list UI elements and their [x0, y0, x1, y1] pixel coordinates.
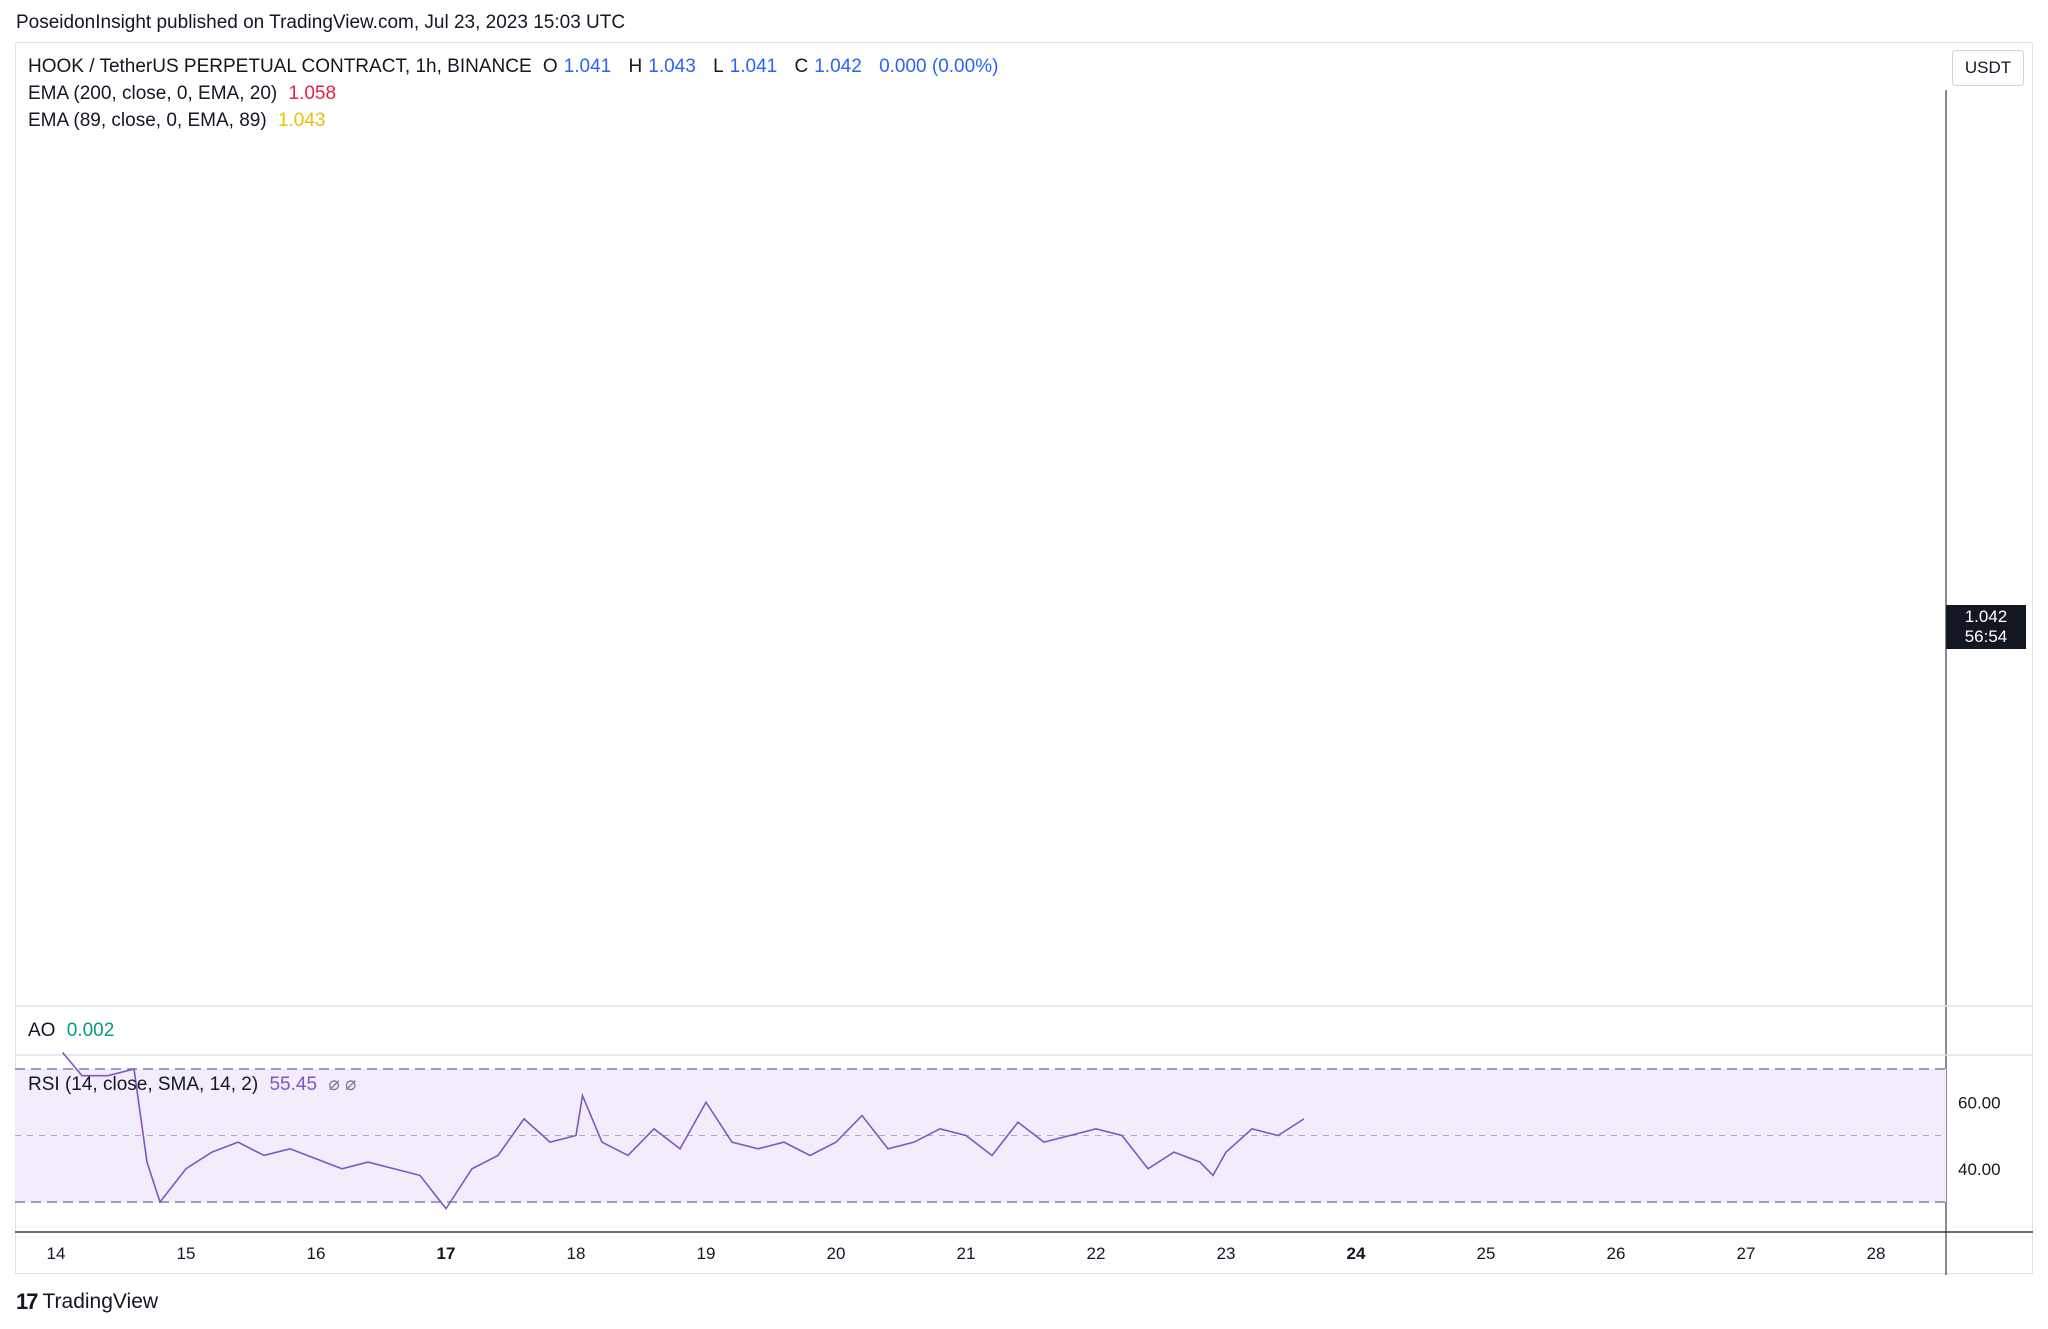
time-tick-label: 17	[437, 1244, 456, 1263]
tradingview-logo-icon: 17	[16, 1289, 39, 1314]
rsi-visibility-icons[interactable]: ⌀ ⌀	[328, 1074, 357, 1095]
time-tick-label: 26	[1607, 1244, 1626, 1263]
legend-ema89-value: 1.043	[277, 110, 326, 131]
legend-ema200-row[interactable]: EMA (200, close, 0, EMA, 20) 1.058	[28, 83, 343, 105]
time-tick-label: 19	[697, 1244, 716, 1263]
footer-brand-name: TradingView	[42, 1290, 159, 1313]
legend-low-label: L	[713, 56, 724, 77]
legend-low: 1.041	[729, 56, 778, 77]
time-tick-label: 28	[1867, 1244, 1886, 1263]
rsi-value: 55.45	[269, 1074, 318, 1095]
rsi-tick-label: 40.00	[1958, 1160, 2001, 1179]
chart-frame	[15, 42, 2033, 1274]
legend-ema89-label: EMA (89, close, 0, EMA, 89)	[28, 110, 267, 131]
time-tick-label: 15	[177, 1244, 196, 1263]
legend-ema200-label: EMA (200, close, 0, EMA, 20)	[28, 83, 278, 104]
rsi-legend[interactable]: RSI (14, close, SMA, 14, 2) 55.45 ⌀ ⌀	[28, 1073, 362, 1096]
legend-close: 1.042	[814, 56, 862, 77]
rsi-line	[61, 1051, 1305, 1211]
legend-ema200-value: 1.058	[288, 83, 337, 104]
time-tick-label: 16	[307, 1244, 326, 1263]
last-price-badge: 1.042 56:54	[1946, 605, 2026, 649]
rsi-label: RSI (14, close, SMA, 14, 2)	[28, 1074, 259, 1095]
ao-value: 0.002	[66, 1020, 115, 1041]
legend-close-label: C	[794, 56, 809, 77]
rsi-band-lines	[15, 1068, 1946, 1203]
time-axis: 14 15 16 17 18 19 20 21 22 23 24 25 26 27 28	[47, 1244, 1886, 1263]
ao-legend[interactable]: AO 0.002	[28, 1020, 121, 1042]
rsi-axis: 60.00 40.00	[1958, 1093, 2001, 1179]
time-tick-label: 25	[1477, 1244, 1496, 1263]
time-tick-label: 14	[47, 1244, 66, 1263]
time-tick-label: 20	[827, 1244, 846, 1263]
legend-symbol: HOOK / TetherUS PERPETUAL CONTRACT, 1h, …	[28, 56, 532, 77]
ao-label: AO	[28, 1020, 56, 1041]
time-tick-label: 27	[1737, 1244, 1756, 1263]
legend-symbol-row: HOOK / TetherUS PERPETUAL CONTRACT, 1h, …	[28, 56, 1005, 78]
footer-brand: 17 TradingView	[16, 1289, 158, 1315]
bar-countdown: 56:54	[1964, 627, 2008, 646]
attribution-header: PoseidonInsight published on TradingView…	[16, 12, 626, 33]
legend-high: 1.043	[648, 56, 696, 77]
rsi-tick-label: 60.00	[1958, 1093, 2001, 1112]
currency-button[interactable]: USDT	[1952, 50, 2024, 86]
time-tick-label: 18	[567, 1244, 586, 1263]
legend-change: 0.000 (0.00%)	[879, 56, 999, 77]
time-tick-label: 22	[1087, 1244, 1106, 1263]
last-price: 1.042	[1964, 607, 2008, 626]
time-tick-label: 24	[1347, 1244, 1366, 1263]
legend-ema89-row[interactable]: EMA (89, close, 0, EMA, 89) 1.043	[28, 110, 332, 132]
time-tick-label: 21	[957, 1244, 976, 1263]
legend-open: 1.041	[563, 56, 612, 77]
legend-open-label: O	[542, 56, 558, 77]
time-tick-label: 23	[1217, 1244, 1236, 1263]
legend-high-label: H	[628, 56, 643, 77]
